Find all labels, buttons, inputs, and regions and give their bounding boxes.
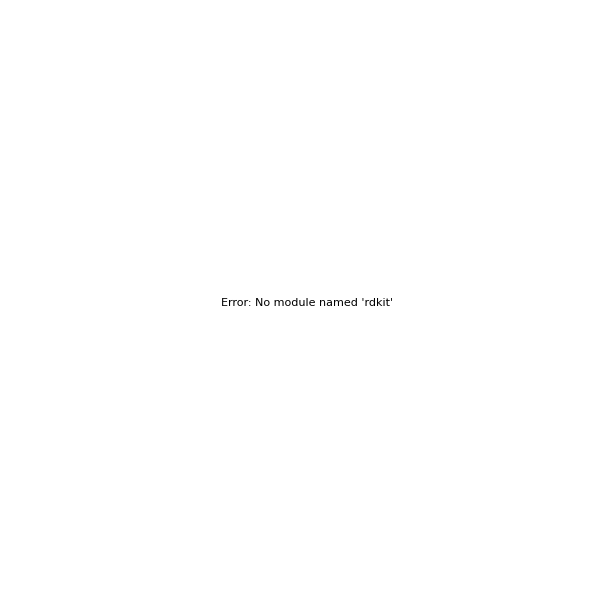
Text: Error: No module named 'rdkit': Error: No module named 'rdkit' xyxy=(221,298,394,308)
